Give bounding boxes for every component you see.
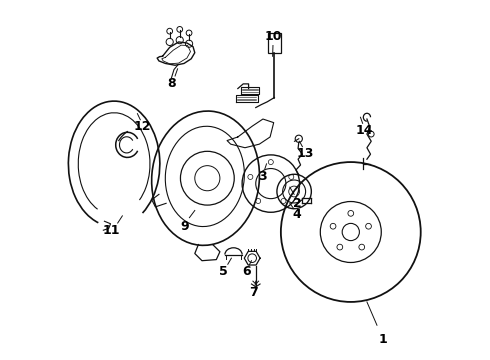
Text: 7: 7 xyxy=(249,287,258,300)
Text: 9: 9 xyxy=(180,220,189,233)
Text: 12: 12 xyxy=(134,120,151,133)
Text: 8: 8 xyxy=(167,77,176,90)
Text: 4: 4 xyxy=(293,208,301,221)
Text: 14: 14 xyxy=(355,124,373,137)
Text: 2: 2 xyxy=(293,197,301,210)
Text: 11: 11 xyxy=(103,224,121,237)
Text: 1: 1 xyxy=(379,333,388,346)
Text: 3: 3 xyxy=(258,170,267,183)
Text: 10: 10 xyxy=(265,30,282,43)
Text: 13: 13 xyxy=(296,147,314,159)
Text: 6: 6 xyxy=(243,265,251,278)
Text: 5: 5 xyxy=(219,265,228,278)
